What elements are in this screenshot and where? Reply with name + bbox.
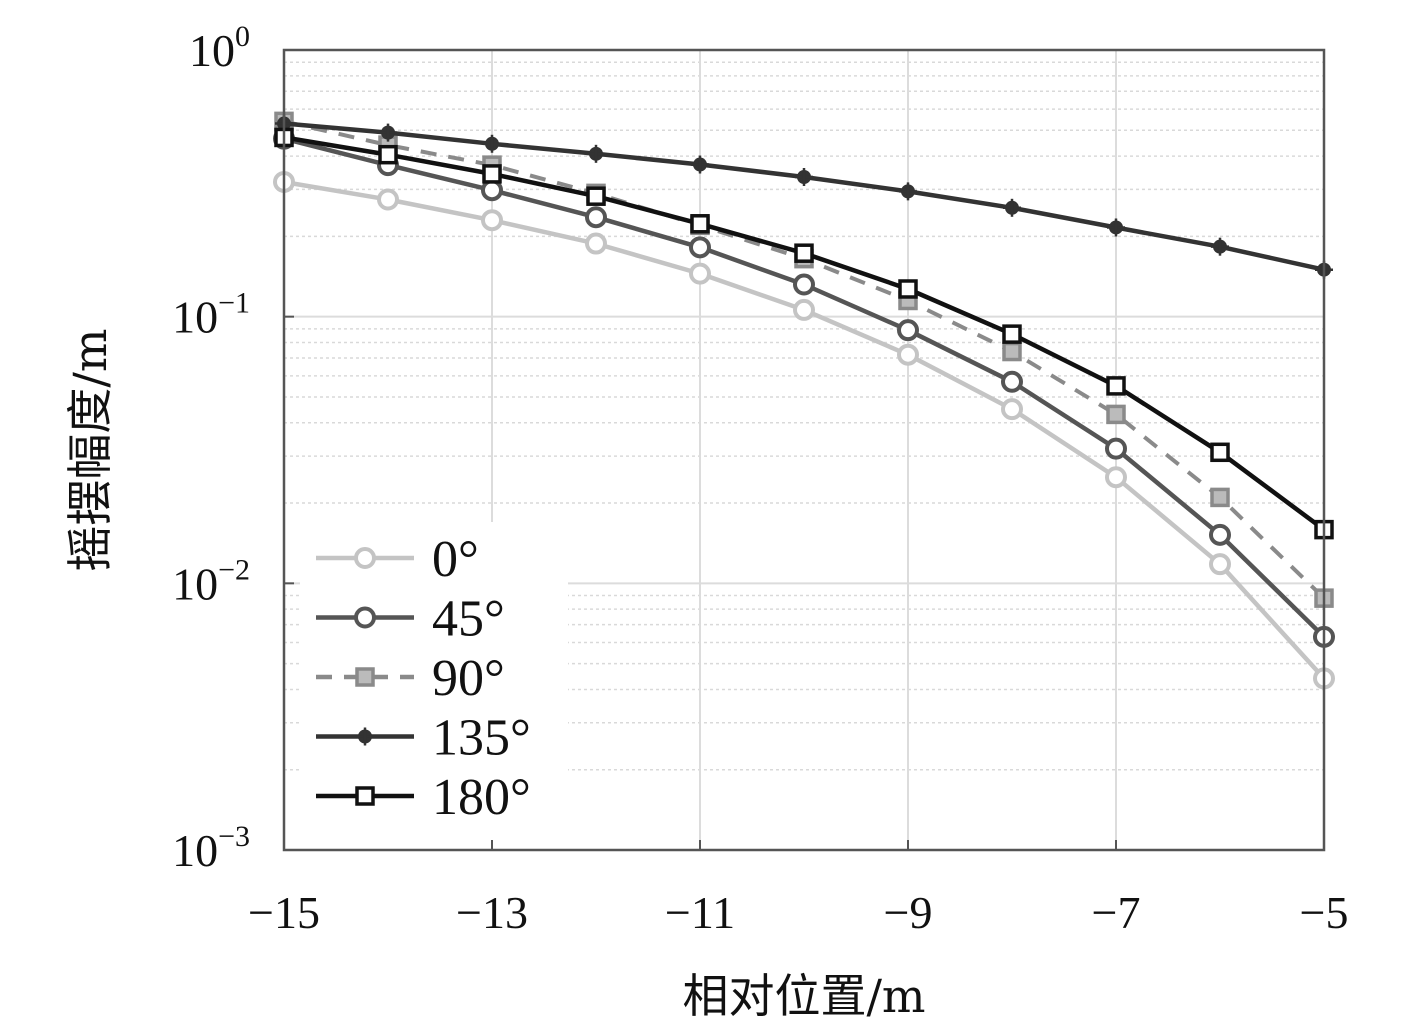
- data-point: [690, 214, 710, 234]
- legend-marker: [354, 547, 376, 569]
- y-axis-label: 摇摆幅度/m: [63, 328, 117, 571]
- data-point: [1211, 237, 1229, 256]
- data-point: [585, 232, 607, 255]
- data-point: [377, 188, 399, 211]
- data-point: [481, 179, 503, 202]
- data-point: [1106, 404, 1126, 425]
- data-point: [1106, 376, 1126, 396]
- data-point: [793, 273, 815, 296]
- legend-item: 45°: [316, 591, 505, 648]
- data-point: [793, 298, 815, 321]
- legend-item: 90°: [316, 650, 505, 707]
- legend-item: 135°: [316, 710, 531, 767]
- legend-marker: [356, 727, 374, 746]
- data-point: [1107, 218, 1125, 237]
- y-tick-label: 100: [189, 20, 250, 76]
- data-point: [794, 243, 814, 263]
- legend-label: 180°: [432, 769, 531, 826]
- data-point: [1001, 370, 1023, 393]
- data-point: [689, 236, 711, 259]
- series-layer: [273, 111, 1335, 690]
- series-0deg: [273, 170, 1335, 690]
- legend-marker: [354, 606, 376, 629]
- legend-label: 90°: [432, 650, 505, 707]
- grid-minor: [284, 61, 1324, 771]
- legend-item: 180°: [316, 769, 531, 826]
- legend-marker: [355, 667, 375, 687]
- data-point: [1105, 437, 1127, 460]
- data-point: [481, 209, 503, 232]
- plot-frame: [282, 48, 1326, 852]
- data-point: [689, 262, 711, 285]
- series-180deg: [274, 127, 1334, 540]
- data-point: [587, 144, 605, 163]
- x-tick-label: −13: [456, 887, 528, 938]
- x-tick-label: −7: [1092, 887, 1141, 938]
- legend-label: 45°: [432, 591, 505, 648]
- data-point: [379, 123, 397, 142]
- data-point: [1209, 523, 1231, 546]
- data-point: [899, 182, 917, 201]
- y-tick-label: 10−1: [172, 287, 250, 343]
- data-point: [898, 279, 918, 299]
- legend-marker: [355, 786, 375, 806]
- data-point: [1210, 442, 1230, 463]
- data-point: [897, 343, 919, 366]
- data-point: [1105, 466, 1127, 489]
- data-point: [483, 134, 501, 153]
- data-point: [1210, 487, 1230, 508]
- x-tick-label: −15: [248, 887, 320, 938]
- data-point: [378, 144, 398, 165]
- data-point: [1002, 341, 1022, 362]
- y-tick-label: 10−3: [172, 820, 250, 876]
- data-point: [1001, 398, 1023, 421]
- legend-label: 135°: [432, 710, 531, 767]
- data-point: [586, 186, 606, 206]
- data-point: [1002, 324, 1022, 344]
- x-tick-label: −5: [1300, 887, 1349, 938]
- data-point: [1003, 198, 1021, 217]
- legend: 0°45°90°135°180°: [300, 522, 568, 840]
- data-point: [795, 168, 813, 187]
- data-point: [1209, 553, 1231, 576]
- legend-box: [300, 522, 568, 840]
- data-point: [482, 164, 502, 184]
- y-tick-label: 10−2: [172, 553, 250, 609]
- data-point: [585, 206, 607, 229]
- data-point: [691, 155, 709, 174]
- x-tick-label: −9: [884, 887, 933, 938]
- y-axis-ticks: 100 10−1 10−2 10−3: [172, 20, 294, 876]
- x-axis-label: 相对位置/m: [682, 969, 925, 1023]
- legend-item: 0°: [316, 531, 479, 588]
- x-axis-ticks: −15 −13 −11 −9 −7 −5: [248, 840, 1348, 938]
- legend-label: 0°: [432, 531, 479, 588]
- x-tick-label: −11: [665, 887, 735, 938]
- data-point: [897, 319, 919, 342]
